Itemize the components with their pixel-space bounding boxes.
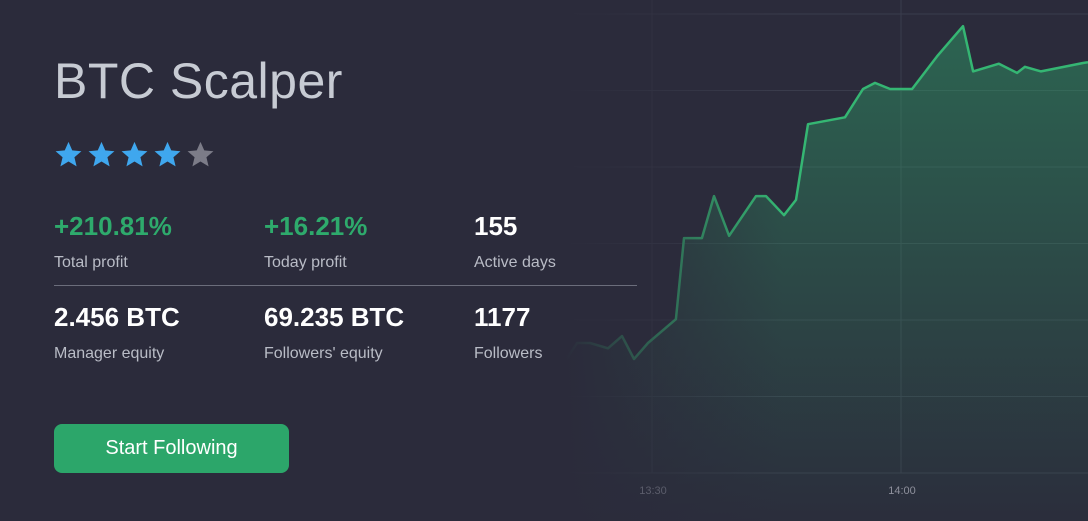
stat-value: 1177 bbox=[474, 302, 531, 332]
stat-active-days: 155 Active days bbox=[474, 211, 674, 272]
star-filled-icon bbox=[88, 141, 115, 167]
stat-manager-equity: 2.456 BTC Manager equity bbox=[54, 302, 254, 363]
strategy-title: BTC Scalper bbox=[54, 53, 343, 109]
star-filled-icon bbox=[154, 141, 181, 167]
star-filled-icon bbox=[121, 141, 148, 167]
rating-stars bbox=[54, 140, 215, 169]
stat-followers-equity: 69.235 BTC Followers' equity bbox=[264, 302, 464, 363]
star-filled-icon bbox=[55, 141, 82, 167]
stat-value: 2.456 BTC bbox=[54, 302, 180, 332]
stat-label: Active days bbox=[474, 254, 556, 271]
stat-label: Followers bbox=[474, 345, 543, 362]
stat-value: 69.235 BTC bbox=[264, 302, 405, 332]
stat-label: Manager equity bbox=[54, 345, 165, 362]
stat-value: +16.21% bbox=[264, 211, 368, 241]
stat-label: Followers' equity bbox=[264, 345, 383, 362]
stat-label: Total profit bbox=[54, 254, 128, 271]
x-tick-label: 14:00 bbox=[888, 485, 916, 497]
stat-value: +210.81% bbox=[54, 211, 172, 241]
stat-label: Today profit bbox=[264, 254, 347, 271]
stat-today-profit: +16.21% Today profit bbox=[264, 211, 464, 272]
x-tick-label: 13:30 bbox=[639, 485, 667, 497]
stat-total-profit: +210.81% Total profit bbox=[54, 211, 254, 272]
stat-value: 155 bbox=[474, 211, 518, 241]
stat-followers: 1177 Followers bbox=[474, 302, 674, 363]
start-following-button[interactable]: Start Following bbox=[54, 424, 289, 473]
star-empty-icon bbox=[187, 141, 214, 167]
divider bbox=[54, 285, 637, 286]
